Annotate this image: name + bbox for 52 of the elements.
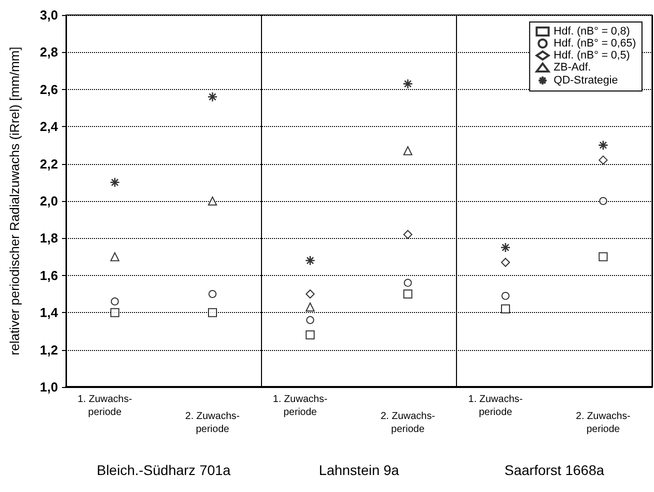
x-tick-label: 1. Zuwachs- periode (468, 394, 523, 418)
legend-label: Hdf. (nB° = 0,65) (554, 38, 636, 50)
point (306, 330, 315, 340)
y-tick-label: 3,0 (40, 8, 58, 22)
point (501, 304, 510, 314)
point (110, 177, 120, 188)
y-tick-label: 1,8 (40, 230, 58, 246)
point (402, 78, 413, 89)
y-tick-label: 2,2 (40, 156, 58, 172)
point (208, 308, 217, 318)
point (306, 290, 315, 298)
y-tick-label: 2,0 (40, 194, 58, 208)
point (403, 146, 412, 156)
legend-label: QD-Strategie (554, 74, 618, 86)
x-tick-label: 2. Zuwachs- periode (185, 411, 240, 435)
point (598, 140, 608, 150)
x-tick-label: 1. Zuwachs- periode (78, 394, 132, 418)
point (501, 258, 510, 267)
legend-label: Hdf. (nB° = 0,8) (554, 26, 630, 38)
x-tick-label: 2. Zuwachs- periode (576, 411, 630, 435)
point (599, 197, 608, 205)
point (306, 302, 315, 312)
y-tick-label: 2,8 (40, 44, 58, 60)
text: Lahnstein 9a (318, 462, 400, 478)
point (110, 297, 119, 306)
text: Bleich.-Südharz 701a (96, 462, 231, 478)
point (207, 92, 218, 102)
point (598, 252, 608, 262)
point (403, 230, 412, 239)
point (208, 290, 216, 298)
legend-label: ZB-Adf. (554, 62, 591, 74)
point (502, 292, 510, 300)
x-tick-label: 2. Zuwachs- periode (380, 411, 436, 435)
point (208, 196, 217, 206)
point (306, 316, 314, 324)
point (403, 290, 412, 298)
point (404, 278, 412, 287)
point (598, 156, 608, 165)
y-tick-label: 2,6 (40, 82, 58, 97)
point (110, 308, 120, 318)
y-tick-label: 2,4 (40, 119, 59, 134)
y-tick-label: 1,6 (40, 268, 58, 283)
point (500, 242, 511, 253)
legend-label: Hdf. (nB° = 0,5) (554, 50, 630, 62)
y-axis-title: relativer periodischer Radialzuwachs (iRrel) [mm/mm] (7, 46, 22, 356)
y-tick-label: 1,4 (40, 305, 59, 320)
text: Saarforst 1668a (504, 462, 604, 478)
y-tick-label: 1,0 (40, 380, 58, 394)
x-tick-label: 1. Zuwachs- periode (272, 394, 328, 418)
y-tick-label: 1,2 (40, 342, 58, 358)
point (305, 255, 316, 266)
point (110, 252, 120, 262)
